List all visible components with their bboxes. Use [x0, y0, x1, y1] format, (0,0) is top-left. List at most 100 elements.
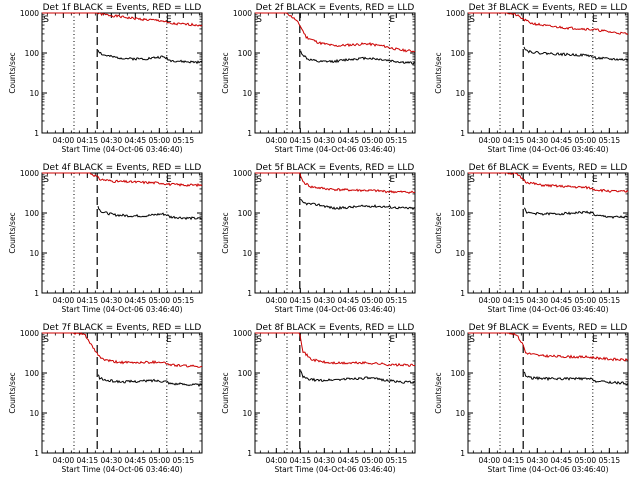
lld-series-line [468, 172, 629, 193]
y-tick-label: 1000 [446, 9, 465, 18]
y-tick-label: 1 [34, 129, 39, 138]
start-marker: S [256, 15, 262, 25]
y-tick-label: 100 [238, 369, 253, 378]
x-tick-label: 04:00 [266, 456, 288, 465]
y-tick-label: 1 [34, 449, 39, 458]
chart-title: Det 2f BLACK = Events, RED = LLD [256, 3, 415, 13]
chart-title: Det 5f BLACK = Events, RED = LLD [256, 163, 415, 173]
y-axis-label: Counts/sec [221, 212, 230, 253]
y-tick-label: 1 [247, 449, 252, 458]
events-series-line [300, 370, 416, 384]
x-tick-label: 04:30 [101, 136, 123, 145]
y-tick-label: 1 [247, 129, 252, 138]
events-series-line [523, 371, 629, 385]
x-tick-label: 05:15 [599, 296, 621, 305]
events-series-line [523, 46, 629, 61]
y-tick-label: 10 [455, 409, 465, 418]
y-tick-label: 100 [451, 209, 466, 218]
x-axis-label: Start Time (04-Oct-06 03:46:40) [487, 305, 608, 314]
chart-title: Det 1f BLACK = Events, RED = LLD [43, 3, 202, 13]
y-tick-label: 100 [25, 369, 40, 378]
end-marker: E [592, 335, 598, 345]
y-tick-label: 10 [29, 409, 39, 418]
chart-panel: Det 9f BLACK = Events, RED = LLD 1 10 100 10… [434, 323, 629, 474]
x-tick-label: 04:45 [551, 456, 573, 465]
end-marker: E [389, 15, 395, 25]
plot-frame [254, 172, 416, 294]
y-tick-label: 1 [247, 289, 252, 298]
x-tick-label: 04:30 [527, 296, 549, 305]
x-tick-label: 05:15 [599, 456, 621, 465]
chart-panel: Det 6f BLACK = Events, RED = LLD 1 10 100 10… [434, 163, 629, 314]
x-axis-label: Start Time (04-Oct-06 03:46:40) [61, 305, 182, 314]
x-tick-label: 04:15 [77, 456, 99, 465]
y-axis-label: Counts/sec [8, 52, 17, 93]
y-tick-label: 1000 [233, 329, 252, 338]
plot-frame [254, 12, 416, 134]
x-tick-label: 04:00 [479, 296, 501, 305]
x-tick-label: 04:45 [338, 296, 360, 305]
x-tick-label: 05:15 [386, 136, 408, 145]
x-tick-label: 04:45 [338, 136, 360, 145]
y-tick-label: 100 [25, 209, 40, 218]
x-tick-label: 05:00 [575, 296, 597, 305]
y-axis-label: Counts/sec [221, 52, 230, 93]
chart-panel: Det 1f BLACK = Events, RED = LLD 1 10 100 10… [8, 3, 203, 154]
lld-series-line [255, 332, 416, 367]
y-tick-label: 1000 [446, 329, 465, 338]
y-tick-label: 1000 [20, 169, 39, 178]
x-tick-label: 04:45 [125, 296, 147, 305]
x-tick-label: 04:15 [503, 456, 525, 465]
x-tick-label: 04:15 [290, 296, 312, 305]
chart-panel: Det 8f BLACK = Events, RED = LLD 1 10 100 10… [221, 323, 416, 474]
y-tick-label: 10 [455, 89, 465, 98]
y-tick-label: 1 [460, 289, 465, 298]
y-tick-label: 1000 [446, 169, 465, 178]
x-tick-label: 04:00 [266, 136, 288, 145]
lld-series-line [42, 12, 203, 27]
x-tick-label: 05:00 [575, 456, 597, 465]
y-tick-label: 1 [460, 129, 465, 138]
chart-title: Det 8f BLACK = Events, RED = LLD [256, 323, 415, 333]
y-tick-label: 100 [238, 209, 253, 218]
x-axis-label: Start Time (04-Oct-06 03:46:40) [487, 465, 608, 474]
x-tick-label: 04:45 [338, 456, 360, 465]
x-tick-label: 05:15 [386, 296, 408, 305]
events-series-line [97, 49, 203, 65]
y-tick-label: 10 [242, 249, 252, 258]
x-axis-label: Start Time (04-Oct-06 03:46:40) [61, 145, 182, 154]
x-tick-label: 04:00 [53, 296, 75, 305]
x-tick-label: 04:00 [266, 296, 288, 305]
y-axis-label: Counts/sec [434, 212, 443, 253]
x-tick-label: 04:45 [125, 136, 147, 145]
end-marker: E [592, 15, 598, 25]
start-marker: S [469, 15, 475, 25]
x-tick-label: 04:15 [77, 296, 99, 305]
start-marker: S [469, 335, 475, 345]
x-tick-label: 05:00 [149, 296, 171, 305]
end-marker: E [166, 335, 172, 345]
x-tick-label: 05:00 [149, 456, 171, 465]
x-tick-label: 04:30 [101, 296, 123, 305]
chart-panel: Det 3f BLACK = Events, RED = LLD 1 10 100 10… [434, 3, 629, 154]
x-tick-label: 04:30 [314, 136, 336, 145]
chart-title: Det 3f BLACK = Events, RED = LLD [469, 3, 628, 13]
x-tick-label: 05:15 [173, 296, 195, 305]
x-tick-label: 05:15 [599, 136, 621, 145]
start-marker: S [469, 175, 475, 185]
x-tick-label: 04:15 [503, 296, 525, 305]
chart-panel: Det 4f BLACK = Events, RED = LLD 1 10 100 10… [8, 163, 203, 314]
y-tick-label: 10 [242, 409, 252, 418]
x-tick-label: 04:45 [551, 296, 573, 305]
y-axis-label: Counts/sec [221, 372, 230, 413]
x-tick-label: 04:00 [479, 456, 501, 465]
x-tick-label: 05:00 [362, 136, 384, 145]
y-axis-label: Counts/sec [434, 52, 443, 93]
chart-panel: Det 7f BLACK = Events, RED = LLD 1 10 100 10… [8, 323, 203, 474]
x-tick-label: 05:15 [386, 456, 408, 465]
start-marker: S [256, 335, 262, 345]
plot-frame [254, 332, 416, 454]
lld-series-line [42, 332, 202, 368]
start-marker: S [43, 175, 49, 185]
y-axis-label: Counts/sec [434, 372, 443, 413]
